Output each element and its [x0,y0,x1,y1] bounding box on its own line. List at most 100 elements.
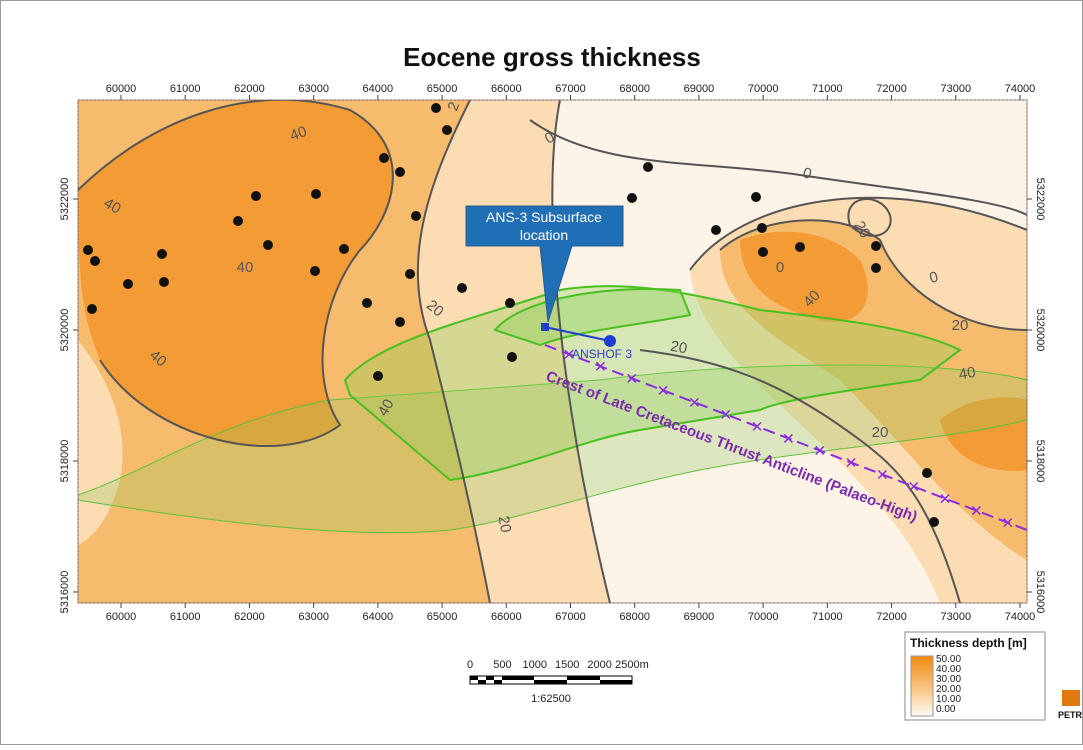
x-tick-label: 70000 [748,83,779,95]
x-tick-label: 73000 [940,83,971,95]
well [922,468,932,478]
well [411,211,421,221]
scale-label: 2000 [587,659,611,671]
well [643,162,653,172]
x-tick-label: 65000 [427,83,458,95]
well [362,298,372,308]
legend-title: Thickness depth [m] [910,636,1027,650]
x-tick-label: 63000 [298,83,329,95]
well [507,352,517,362]
well [431,103,441,113]
page: {"title": "Eocene gross thickness", "x_t… [0,0,1083,745]
x-tick-label: 64000 [363,83,394,95]
y-tick-label: 5322000 [1034,178,1046,221]
scale-ratio: 1:62500 [531,693,571,705]
x-tick-label: 61000 [170,83,201,95]
well [457,283,467,293]
scale-label: 1500 [555,659,579,671]
well [795,242,805,252]
map-canvas: Eocene gross thickness ANSHOF 3 C [0,0,1083,745]
scale-label: 0 [467,659,473,671]
map-title: Eocene gross thickness [403,42,701,72]
legend: Thickness depth [m] 50.0040.0030.0020.00… [905,632,1045,720]
well [505,298,515,308]
x-tick-label: 66000 [491,611,522,623]
contour-label: 20 [952,317,969,334]
well [395,167,405,177]
contour-label: 20 [872,424,889,441]
x-tick-label: 74000 [1005,611,1036,623]
well [159,277,169,287]
x-tick-label: 66000 [491,83,522,95]
well [871,241,881,251]
well [405,269,415,279]
x-tick-label: 68000 [619,83,650,95]
x-tick-label: 65000 [427,611,458,623]
y-tick-label: 5320000 [1034,309,1046,352]
y-tick-label: 5316000 [1034,571,1046,614]
well [711,225,721,235]
x-tick-label: 64000 [363,611,394,623]
x-tick-label: 72000 [876,83,907,95]
callout-text: location [520,227,568,243]
x-tick-label: 72000 [876,611,907,623]
x-tick-label: 71000 [812,83,843,95]
scale-label: 1000 [523,659,547,671]
y-tick-label: 5320000 [59,309,71,352]
x-tick-label: 68000 [619,611,650,623]
x-tick-label: 69000 [684,83,715,95]
contour-label: 40 [958,364,977,384]
well [442,125,452,135]
y-tick-label: 5318000 [59,440,71,483]
x-tick-label: 60000 [106,83,137,95]
well [751,192,761,202]
y-tick-label: 5316000 [59,571,71,614]
contour-label: 20 [495,515,515,534]
x-tick-label: 71000 [812,611,843,623]
well [871,263,881,273]
well [757,223,767,233]
scale-label: 500 [493,659,511,671]
y-tick-label: 5322000 [59,178,71,221]
well-marker [604,335,616,347]
well [310,266,320,276]
well [339,244,349,254]
x-tick-label: 67000 [555,83,586,95]
well [263,240,273,250]
contour-label: 0 [776,259,784,276]
x-tick-label: 70000 [748,611,779,623]
logo-icon [1062,690,1080,706]
well [627,193,637,203]
subsurface-marker [541,323,549,331]
x-tick-label: 74000 [1005,83,1036,95]
x-tick-label: 63000 [298,611,329,623]
y-tick-label: 5318000 [1034,440,1046,483]
x-tick-label: 60000 [106,611,137,623]
x-tick-label: 61000 [170,611,201,623]
well [379,153,389,163]
logo-text: PETR [1058,710,1083,720]
well [373,371,383,381]
well [758,247,768,257]
scale-label: 2500m [615,659,649,671]
scale-bar: 1:62500 0 500 1000 1500 2000 2500m [467,659,649,705]
legend-label: 0.00 [936,704,956,715]
x-tick-label: 67000 [555,611,586,623]
map-area: ANSHOF 3 Crest of Late Cretaceous Thrust… [78,100,1027,603]
well [90,256,100,266]
well [83,245,93,255]
well [157,249,167,259]
well [395,317,405,327]
x-tick-label: 69000 [684,611,715,623]
well [123,279,133,289]
x-tick-label: 73000 [940,611,971,623]
callout-text: ANS-3 Subsurface [486,209,602,225]
well [233,216,243,226]
contour-label: 20 [669,338,688,358]
well [311,189,321,199]
well [929,517,939,527]
x-tick-label: 62000 [234,611,265,623]
well [251,191,261,201]
well-label: ANSHOF 3 [572,347,632,361]
contour-label: 40 [237,259,254,276]
